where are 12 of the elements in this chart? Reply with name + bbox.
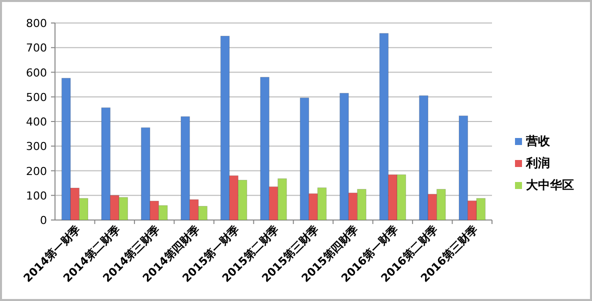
y-tick-label: 300 — [26, 140, 47, 154]
y-tick-label: 400 — [26, 116, 47, 128]
y-tick-label: 800 — [26, 17, 47, 30]
legend-label: 大中华区 — [526, 178, 574, 192]
y-tick-label: 600 — [26, 66, 47, 80]
y-tick-label: 500 — [26, 90, 47, 104]
y-tick-label: 200 — [26, 164, 47, 178]
y-tick-label: 100 — [26, 189, 47, 202]
legend-label: 营收 — [525, 134, 551, 148]
y-tick-label: 0 — [40, 214, 47, 227]
y-tick-label: 700 — [26, 42, 47, 55]
legend-label: 利润 — [525, 156, 550, 170]
